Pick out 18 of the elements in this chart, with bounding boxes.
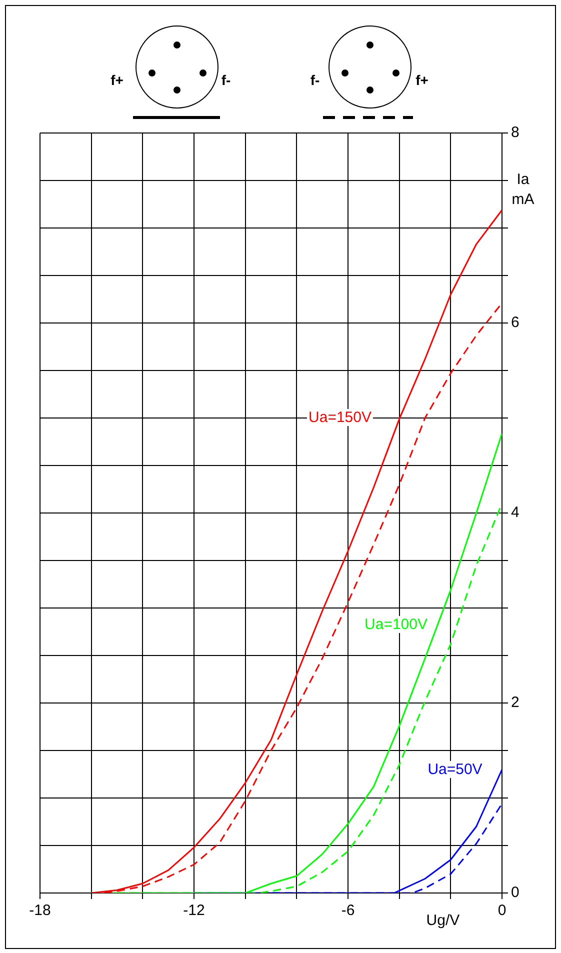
y-tick-label: 2 [511, 694, 520, 712]
y-tick-label: 0 [511, 884, 520, 902]
x-tick-label: -12 [183, 902, 205, 920]
y-tick-label: 4 [511, 504, 520, 522]
text: f- [309, 72, 321, 88]
annotation: Ua=100V [362, 616, 430, 633]
x-axis-title: Ug/V [426, 912, 460, 930]
x-tick-label: -6 [341, 902, 355, 920]
y-axis-title: Ia mA [512, 171, 534, 208]
text: f+ [110, 72, 124, 88]
y-tick-label: 6 [511, 314, 520, 332]
annotation: Ua=150V [306, 409, 374, 426]
text: f+ [414, 72, 430, 88]
x-tick-label: 0 [498, 902, 506, 920]
y-tick-label: 8 [511, 124, 520, 142]
annotation: Ua=50V [426, 761, 484, 778]
text: f- [220, 72, 232, 88]
x-tick-label: -18 [29, 902, 51, 920]
